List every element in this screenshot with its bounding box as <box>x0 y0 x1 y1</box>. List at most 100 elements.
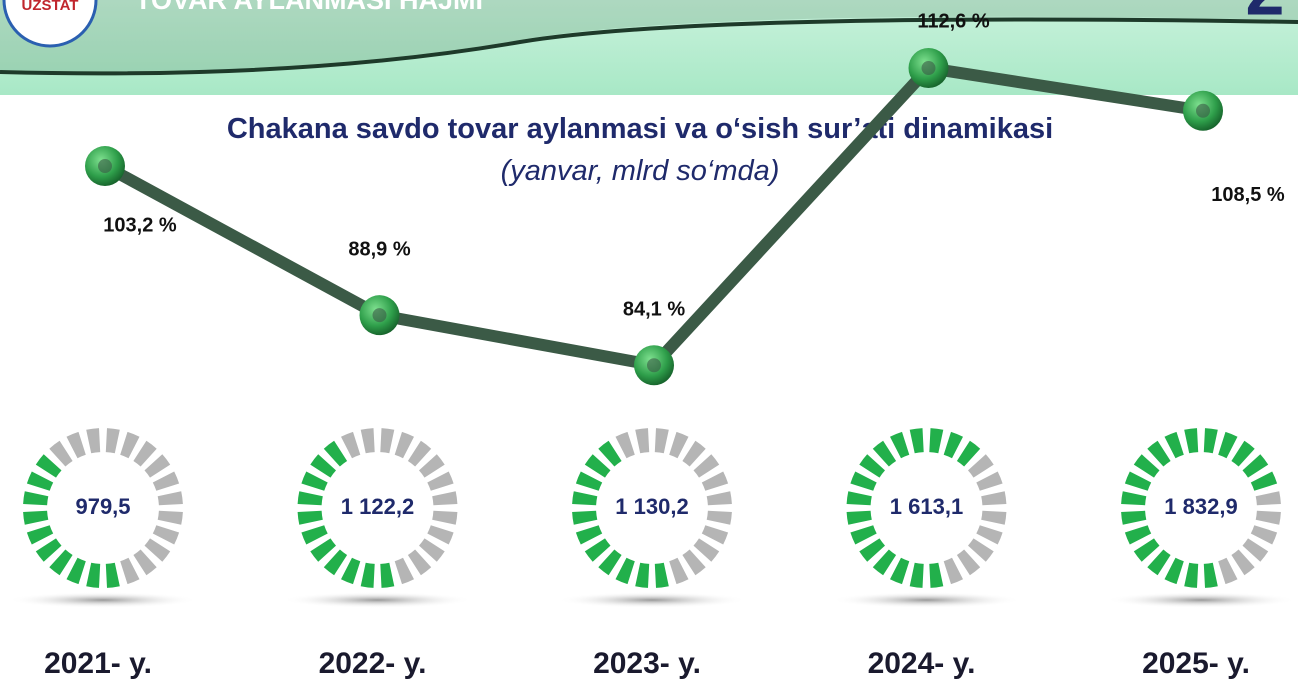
ring-segment <box>850 525 876 544</box>
ring-segment <box>1184 428 1198 453</box>
ring-segment <box>120 558 139 584</box>
ring-segment <box>1256 511 1281 525</box>
ring-segment <box>576 472 602 491</box>
ring-segment <box>1251 525 1277 544</box>
point-center <box>1196 104 1210 118</box>
ring-segment <box>298 511 323 525</box>
ring-segment <box>635 563 649 588</box>
ring-segment <box>158 491 183 505</box>
ring-segment <box>27 525 53 544</box>
ring-segment <box>910 428 924 453</box>
ring-segment <box>361 428 375 453</box>
value-label: 84,1 % <box>623 299 685 321</box>
ring-segment <box>432 491 457 505</box>
ring-value: 1 130,2 <box>615 494 688 519</box>
ring-shadow <box>832 592 1022 608</box>
ring-segment <box>1121 491 1146 505</box>
ring-segment <box>910 563 924 588</box>
ring-segment <box>1125 525 1151 544</box>
page: html, body { margin: 0; padding: 0; } bo… <box>0 0 1298 700</box>
value-label: 112,6 % <box>917 10 990 32</box>
year-label: 2022- y. <box>319 647 427 680</box>
ring-segment <box>106 428 120 453</box>
ring-segment <box>669 432 688 458</box>
ring-segment <box>572 511 597 525</box>
ring-shadow <box>283 592 473 608</box>
ring-segment <box>120 432 139 458</box>
ring-segment <box>1204 563 1218 588</box>
ring-segment <box>976 525 1002 544</box>
ring-segment <box>427 525 453 544</box>
ring-segment <box>1121 511 1146 525</box>
year-label: 2024- y. <box>868 647 976 680</box>
ring-segment <box>944 432 963 458</box>
ring-segment <box>395 432 414 458</box>
ring-value: 1 122,2 <box>341 494 414 519</box>
ring-segment <box>847 511 872 525</box>
ring-segment <box>395 558 414 584</box>
ring-segment <box>153 525 179 544</box>
ring-shadow <box>1106 592 1296 608</box>
ring-segment <box>1204 428 1218 453</box>
point-center <box>98 159 112 173</box>
point-center <box>647 358 661 372</box>
ring-segment <box>890 432 909 458</box>
chart: 979,5 2021- y. 1 122,2 2022- y. 1 130,2 2023-… <box>0 0 1298 700</box>
ring-segment <box>1125 472 1151 491</box>
ring-segment <box>616 432 635 458</box>
ring-segment <box>432 511 457 525</box>
ring-segment <box>86 428 100 453</box>
ring-segment <box>301 525 327 544</box>
ring-segment <box>67 432 86 458</box>
year-label: 2021- y. <box>44 647 152 680</box>
ring-segment <box>576 525 602 544</box>
value-label: 103,2 % <box>103 214 177 236</box>
ring-value: 1 613,1 <box>890 494 963 519</box>
ring-segment <box>944 558 963 584</box>
ring-segment <box>929 428 943 453</box>
ring-segment <box>1165 432 1184 458</box>
ring-segment <box>847 491 872 505</box>
ring-value: 1 832,9 <box>1164 494 1237 519</box>
ring-segment <box>1251 472 1277 491</box>
ring-segment <box>1184 563 1198 588</box>
ring-segment <box>158 511 183 525</box>
ring-segment <box>981 511 1006 525</box>
ring-segment <box>67 558 86 584</box>
ring-segment <box>153 472 179 491</box>
ring-segment <box>890 558 909 584</box>
line <box>105 68 1203 365</box>
ring-segment <box>341 432 360 458</box>
ring-segment <box>86 563 100 588</box>
ring-segment <box>380 428 394 453</box>
ring-segment <box>976 472 1002 491</box>
ring-segment <box>301 472 327 491</box>
ring-segment <box>298 491 323 505</box>
ring-segment <box>380 563 394 588</box>
ring-segment <box>1256 491 1281 505</box>
ring-segment <box>427 472 453 491</box>
ring-segment <box>702 472 728 491</box>
ring-value: 979,5 <box>75 494 130 519</box>
ring-shadow <box>8 592 198 608</box>
ring-segment <box>1218 558 1237 584</box>
ring-segment <box>669 558 688 584</box>
value-label: 88,9 % <box>348 238 410 260</box>
ring-segment <box>655 428 669 453</box>
ring-segment <box>981 491 1006 505</box>
point-center <box>922 61 936 75</box>
ring-segment <box>929 563 943 588</box>
ring-segment <box>616 558 635 584</box>
ring-segment <box>635 428 649 453</box>
ring-segment <box>23 511 48 525</box>
ring-segment <box>707 491 732 505</box>
ring-segment <box>341 558 360 584</box>
slide: {"header": {"title": "TOVAR AYLANMASI HA… <box>0 0 1298 700</box>
year-label: 2023- y. <box>593 647 701 680</box>
ring-segment <box>707 511 732 525</box>
ring-shadow <box>557 592 747 608</box>
ring-segment <box>572 491 597 505</box>
ring-segment <box>106 563 120 588</box>
ring-segment <box>655 563 669 588</box>
ring-segment <box>27 472 53 491</box>
